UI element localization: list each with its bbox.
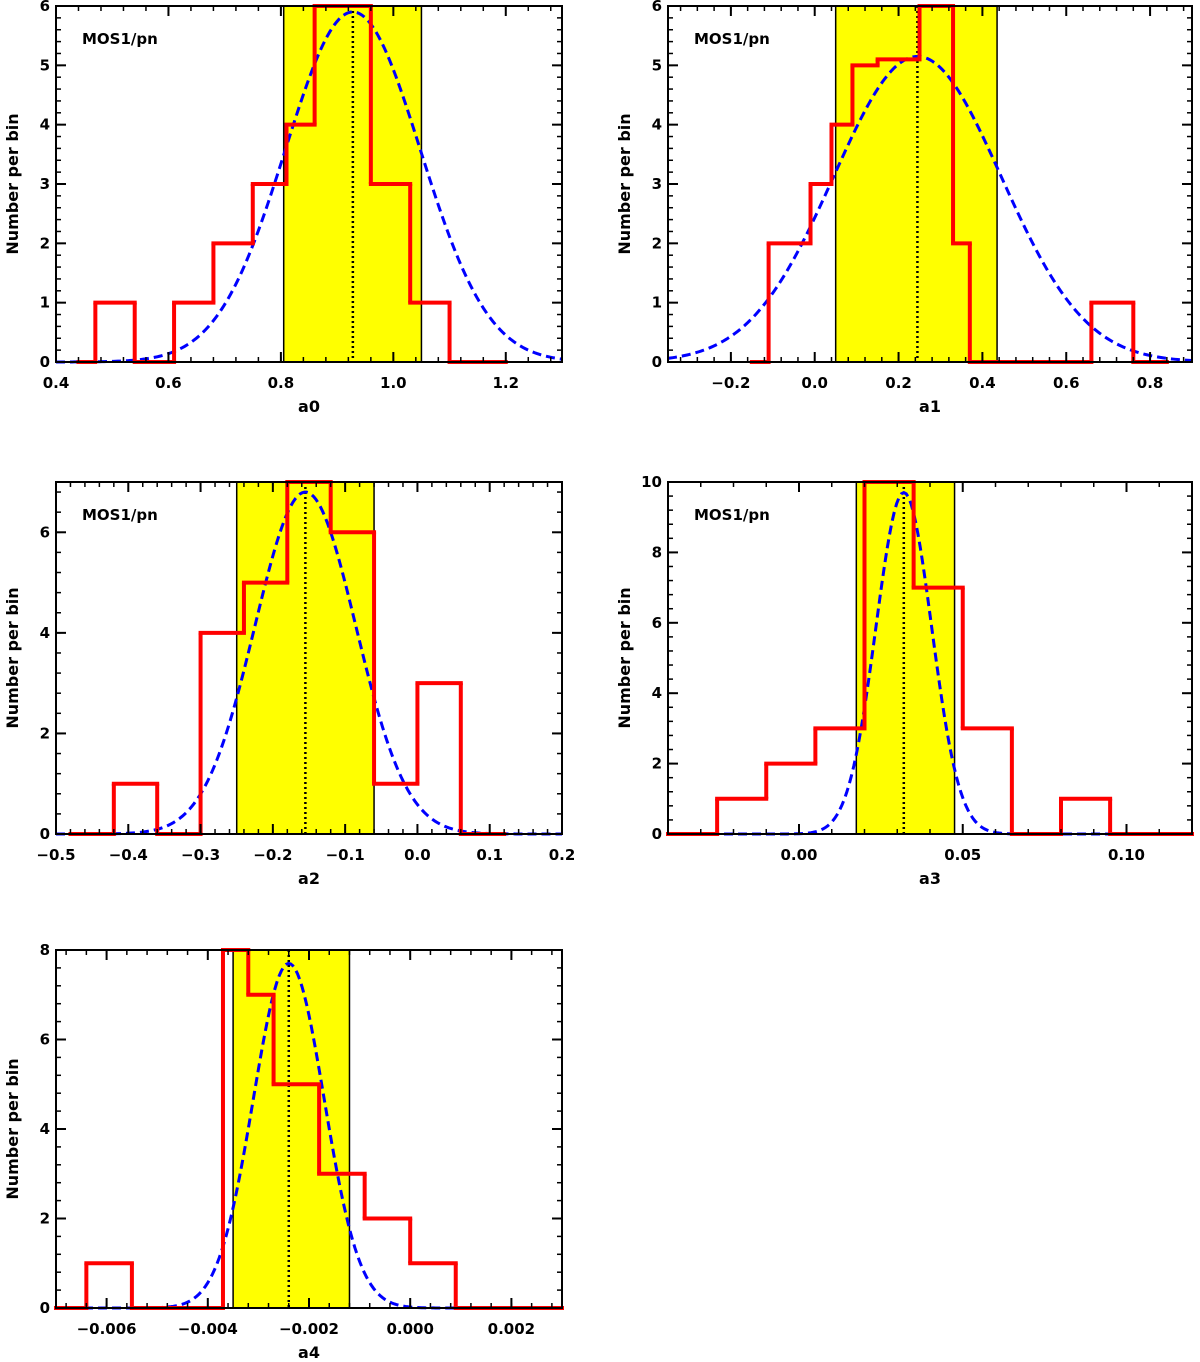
chart-panel-a2: −0.5 −0.4 −0.3 −0.2 −0.1 0.0 0.1 0.2 0 2 4 6 a2 Numbe… — [3, 480, 576, 888]
panel-label: MOS1/pn — [82, 506, 158, 524]
y-tick-label: 5 — [40, 56, 50, 74]
gaussian-fit-curve — [55, 10, 563, 364]
plot-frame — [55, 481, 563, 835]
y-tick-label: 4 — [40, 624, 50, 642]
y-tick-label: 0 — [40, 825, 50, 843]
y-axis-title: Number per bin — [3, 113, 22, 254]
histogram — [76, 4, 508, 364]
x-tick-label: 0.6 — [155, 374, 182, 392]
x-tick-label: −0.004 — [178, 1320, 238, 1338]
x-axis-title: a1 — [919, 397, 941, 416]
x-tick-label: 0.05 — [944, 846, 981, 864]
y-axis-title: Number per bin — [3, 587, 22, 728]
x-tick-label: −0.5 — [36, 846, 75, 864]
y-tick-label: 6 — [40, 0, 50, 15]
x-tick-label: −0.3 — [181, 846, 220, 864]
y-tick-label: 2 — [652, 755, 662, 773]
x-axis-title: a4 — [298, 1343, 320, 1362]
x-tick-label: 0.0 — [404, 846, 431, 864]
y-axis-title: Number per bin — [615, 587, 634, 728]
y-tick-label: 2 — [40, 1210, 50, 1228]
y-tick-label: 6 — [40, 523, 50, 541]
y-tick-label: 10 — [641, 473, 662, 491]
y-tick-label: 0 — [652, 825, 662, 843]
x-tick-label: 0.000 — [386, 1320, 433, 1338]
y-tick-label: 3 — [652, 175, 662, 193]
x-tick-label: 0.00 — [780, 846, 817, 864]
x-tick-label: 0.1 — [476, 846, 503, 864]
y-tick-label: 1 — [40, 294, 50, 312]
histogram — [749, 4, 1169, 364]
x-tick-label: −0.002 — [279, 1320, 339, 1338]
panel-label: MOS1/pn — [694, 506, 770, 524]
x-tick-label: −0.2 — [253, 846, 292, 864]
x-axis-title: a0 — [298, 397, 320, 416]
y-tick-label: 5 — [652, 56, 662, 74]
x-tick-label: 0.6 — [1053, 374, 1080, 392]
chart-panel-a1: −0.2 0.0 0.2 0.4 0.6 0.8 0 1 2 3 4 5 6 a1 Number per b… — [615, 0, 1193, 416]
y-tick-label: 4 — [652, 116, 662, 134]
x-tick-label: −0.2 — [711, 374, 750, 392]
x-tick-label: 0.4 — [43, 374, 70, 392]
chart-panel-a0: 0.4 0.6 0.8 1.0 1.2 0 1 2 3 4 5 6 a0 Number per bin MO… — [3, 0, 563, 416]
x-tick-label: 1.0 — [380, 374, 407, 392]
chart-panel-a3: 0.00 0.05 0.10 0 2 4 6 8 10 a3 Number per bin MOS1/… — [615, 473, 1194, 888]
x-tick-label: 0.0 — [801, 374, 828, 392]
x-tick-label: 1.2 — [492, 374, 519, 392]
x-axis-title: a3 — [919, 869, 941, 888]
panel-label: MOS1/pn — [694, 30, 770, 48]
y-tick-label: 1 — [652, 294, 662, 312]
x-tick-label: −0.4 — [109, 846, 148, 864]
x-tick-label: −0.1 — [326, 846, 365, 864]
y-tick-label: 4 — [40, 1120, 50, 1138]
gaussian-fit-curve — [667, 54, 1193, 363]
y-tick-label: 2 — [40, 234, 50, 252]
confidence-band — [233, 950, 350, 1308]
y-tick-label: 8 — [40, 941, 50, 959]
x-tick-label: 0.8 — [1137, 374, 1164, 392]
y-tick-label: 3 — [40, 175, 50, 193]
x-tick-label: 0.2 — [885, 374, 912, 392]
panel-label: MOS1/pn — [82, 30, 158, 48]
x-axis-title: a2 — [298, 869, 320, 888]
y-tick-label: 0 — [40, 1299, 50, 1317]
y-tick-label: 6 — [652, 614, 662, 632]
y-tick-label: 4 — [652, 684, 662, 702]
x-tick-label: 0.4 — [969, 374, 996, 392]
y-tick-label: 6 — [40, 1031, 50, 1049]
x-tick-label: −0.006 — [77, 1320, 137, 1338]
x-tick-label: 0.002 — [488, 1320, 535, 1338]
x-tick-label: 0.10 — [1108, 846, 1145, 864]
x-tick-label: 0.8 — [268, 374, 295, 392]
y-tick-label: 2 — [652, 234, 662, 252]
y-tick-label: 4 — [40, 116, 50, 134]
y-axis-title: Number per bin — [3, 1058, 22, 1199]
chart-panel-a4: −0.006 −0.004 −0.002 0.000 0.002 0 2 4 6 8 a4 Numbe… — [3, 941, 564, 1362]
y-tick-label: 2 — [40, 724, 50, 742]
y-tick-label: 6 — [652, 0, 662, 15]
y-tick-label: 0 — [652, 353, 662, 371]
y-axis-title: Number per bin — [615, 113, 634, 254]
x-tick-label: 0.2 — [549, 846, 576, 864]
y-tick-label: 8 — [652, 543, 662, 561]
y-tick-label: 0 — [40, 353, 50, 371]
